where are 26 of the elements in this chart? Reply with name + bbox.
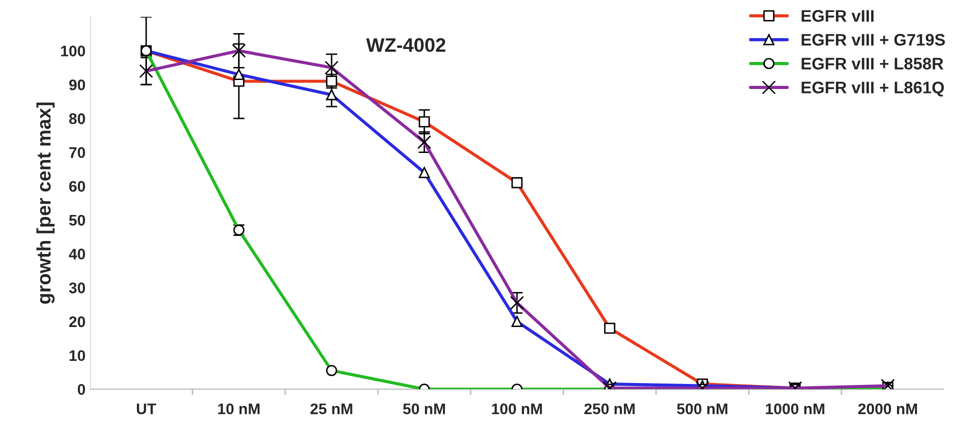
y-axis-title: growth [per cent max] [36,102,55,304]
x-tick-label: UT [136,404,156,414]
y-tick-label: 30 [69,282,86,294]
x-tick-label: 25 nM [310,403,352,414]
legend-label: EGFR vIII [802,10,874,22]
text: WZ-4002 [366,38,446,52]
x-tick-label: 10 nM [218,403,260,414]
y-tick-label: 10 [70,350,86,362]
y-tick-label: 20 [69,316,86,328]
y-tick-label: 80 [69,113,86,124]
y-tick-label: 40 [68,248,86,260]
x-tick-label: 250 nM [584,403,635,414]
x-tick-label: 2000 nM [858,403,917,414]
x-tick-label: 50 nM [403,403,445,414]
legend-label: EGFR vIII + G719S [802,34,945,46]
x-tick-label: 500 nM [677,403,728,414]
legend-label: EGFR vIII + L861Q [802,82,944,97]
x-tick-label: 100 nM [492,403,542,414]
y-tick-label: 0 [78,384,86,395]
legend-label: EGFR vIII + L858R [802,58,944,70]
y-tick-label: 60 [69,180,86,192]
y-tick-label: 50 [69,214,86,226]
y-tick-label: 100 [61,46,86,56]
y-tick-label: 70 [69,147,86,158]
y-tick-label: 90 [69,79,86,90]
x-tick-label: 1000 nM [766,403,824,414]
